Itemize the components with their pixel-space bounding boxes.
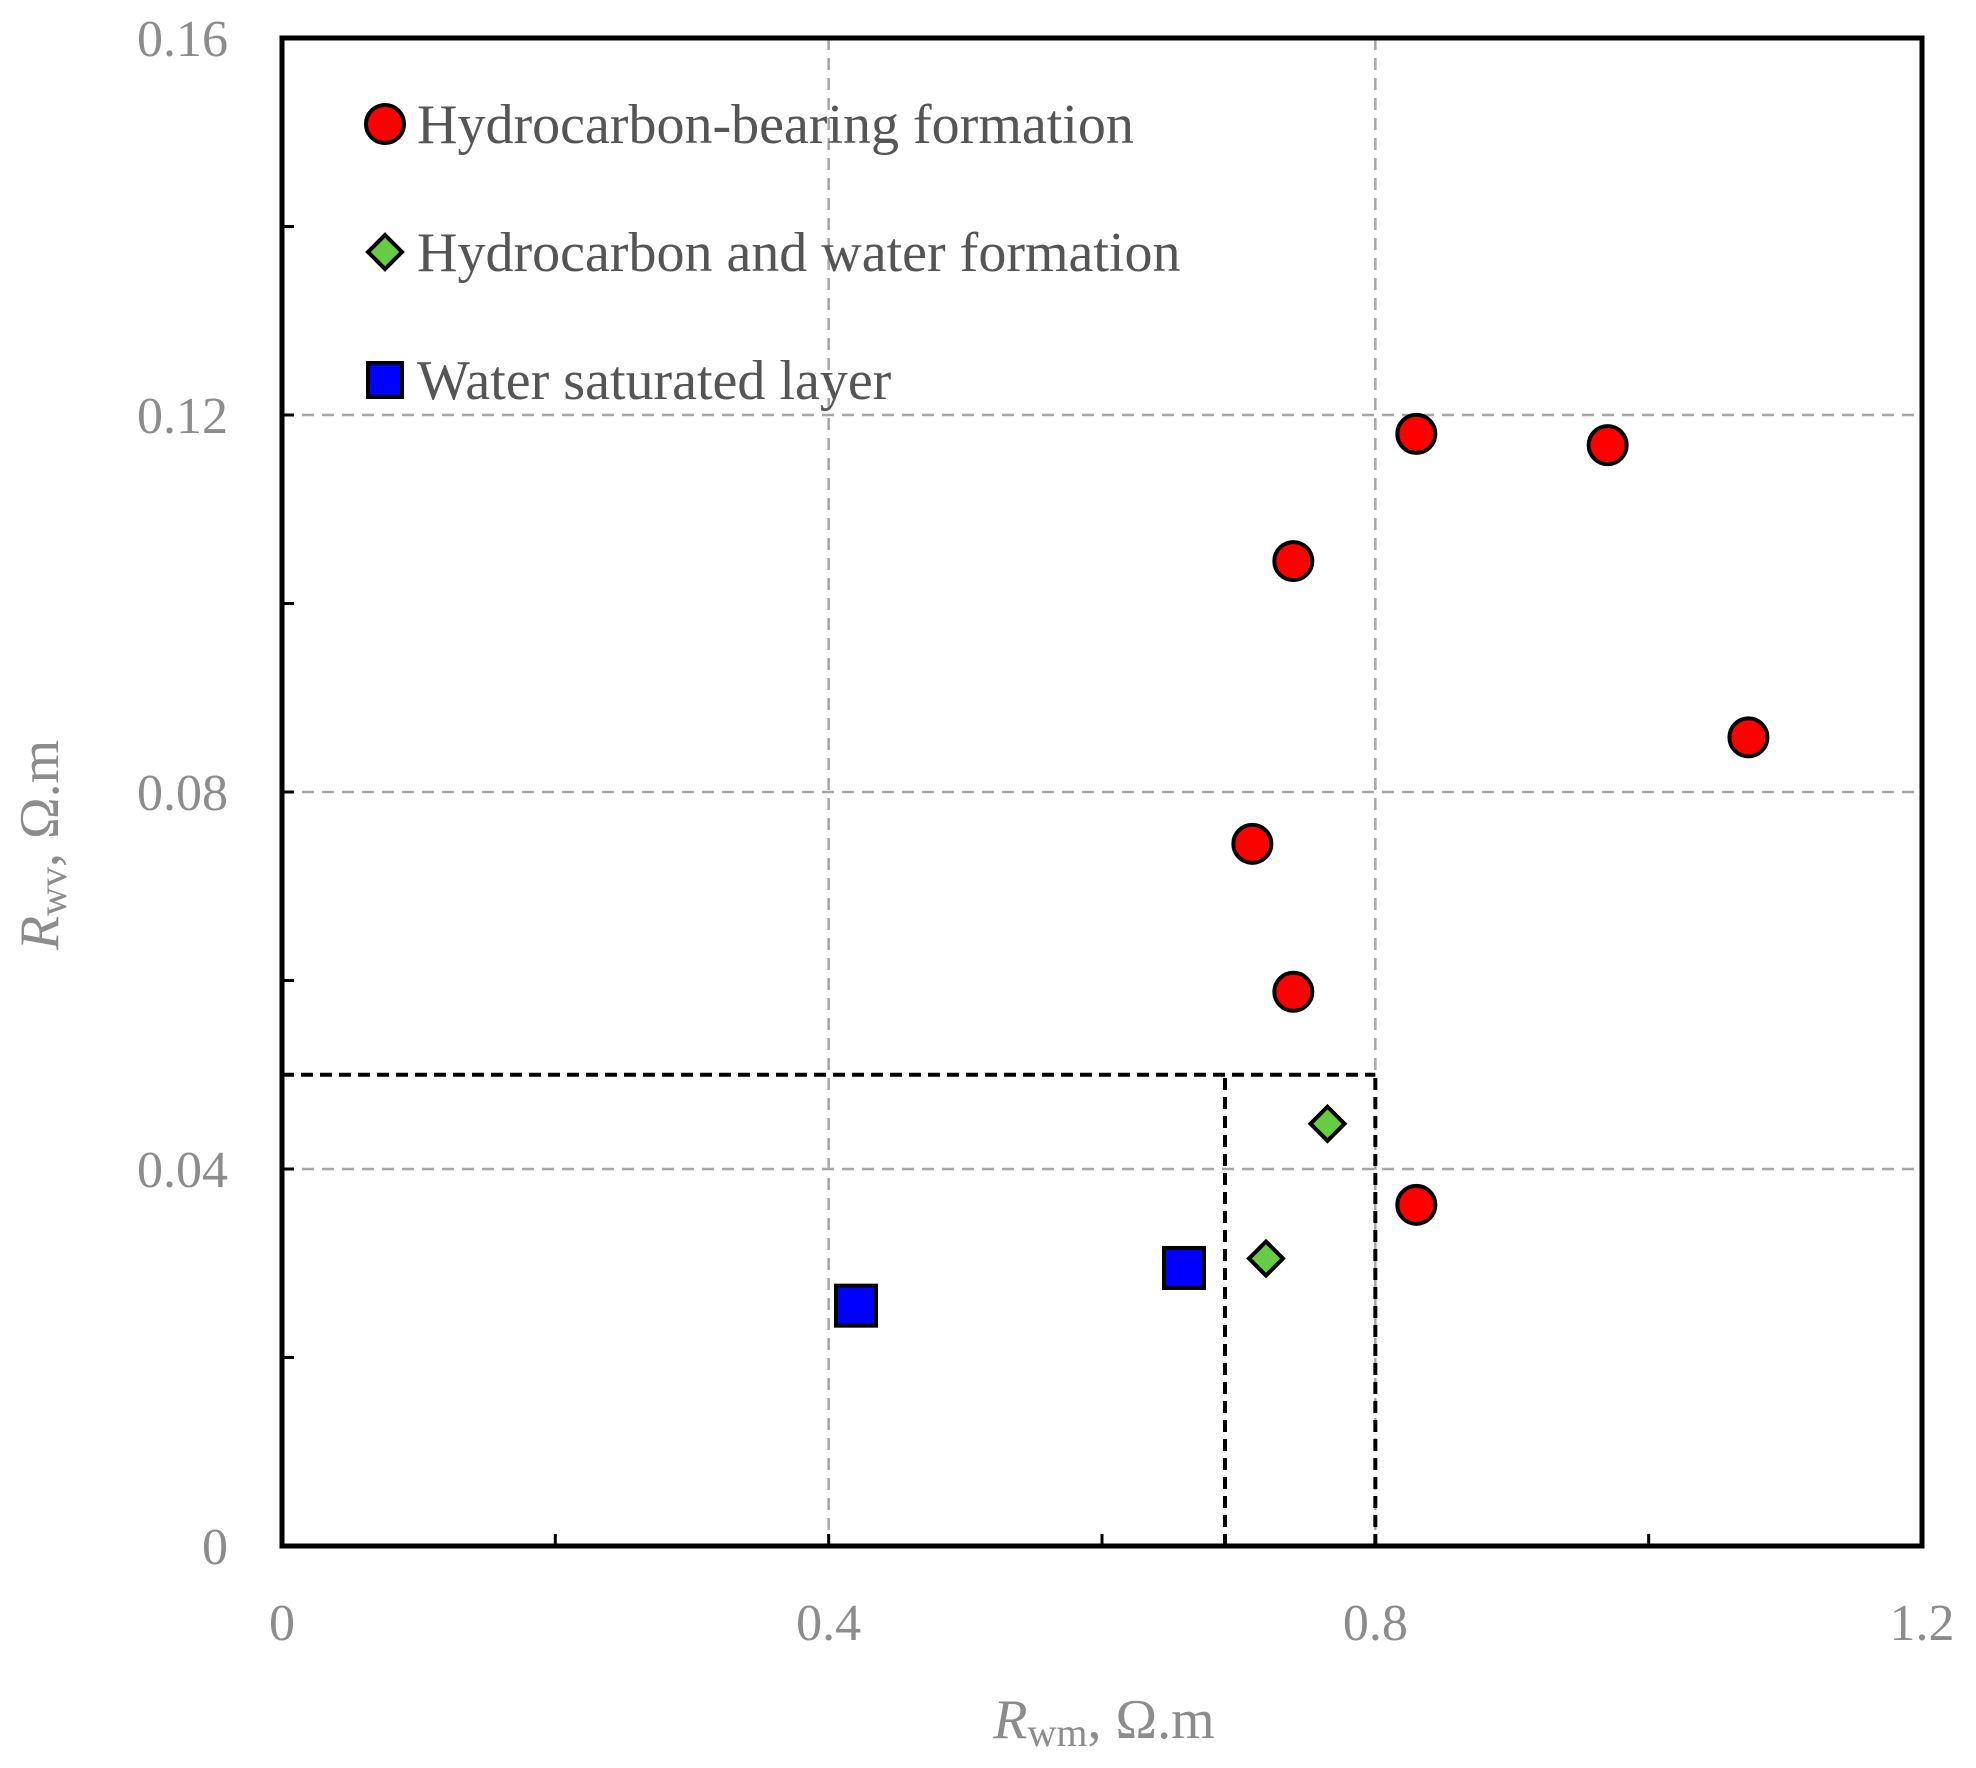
x-tick-label: 0 — [269, 1595, 295, 1652]
y-tick-label: 0.12 — [137, 388, 228, 445]
legend-label: Hydrocarbon and water formation — [417, 222, 1181, 284]
circle-point — [1231, 822, 1274, 865]
y-tick-label: 0 — [202, 1519, 228, 1576]
y-tick-label: 0.04 — [137, 1142, 228, 1199]
legend-label: Water saturated layer — [417, 350, 892, 412]
y-axis-title: Rwv, Ω.m — [9, 740, 75, 951]
legend-label: Hydrocarbon-bearing formation — [417, 94, 1134, 156]
legend-marker-circle — [364, 103, 406, 145]
square-point — [834, 1283, 878, 1328]
legend-marker-square — [366, 361, 404, 399]
circle-point — [1272, 540, 1315, 583]
grid-layer — [282, 38, 1922, 1546]
y-tick-label: 0.16 — [137, 11, 228, 68]
legend: Hydrocarbon-bearing formation Hydrocarbon… — [364, 94, 1181, 412]
circle-point — [1586, 424, 1629, 467]
circle-point — [1727, 716, 1770, 759]
circle-point — [1272, 970, 1315, 1013]
diamond-point — [1307, 1103, 1348, 1144]
legend-marker-diamond — [365, 232, 405, 272]
x-tick-label: 1.2 — [1890, 1595, 1955, 1652]
tick-labels: 0 0.4 0.8 1.2 0 0.04 0.08 0.12 0.16 — [137, 11, 1955, 1652]
data-points — [834, 412, 1770, 1328]
x-tick-label: 0.4 — [796, 1595, 861, 1652]
x-axis-title: Rwm, Ω.m — [992, 1689, 1214, 1755]
cutoff-lines — [282, 1072, 1378, 1546]
x-tick-label: 0.8 — [1343, 1595, 1408, 1652]
axes — [279, 35, 1925, 1549]
circle-point — [1395, 1183, 1438, 1226]
circle-point — [1395, 412, 1438, 455]
y-tick-label: 0.08 — [137, 765, 228, 822]
square-point — [1162, 1245, 1206, 1290]
diamond-point — [1246, 1238, 1286, 1279]
